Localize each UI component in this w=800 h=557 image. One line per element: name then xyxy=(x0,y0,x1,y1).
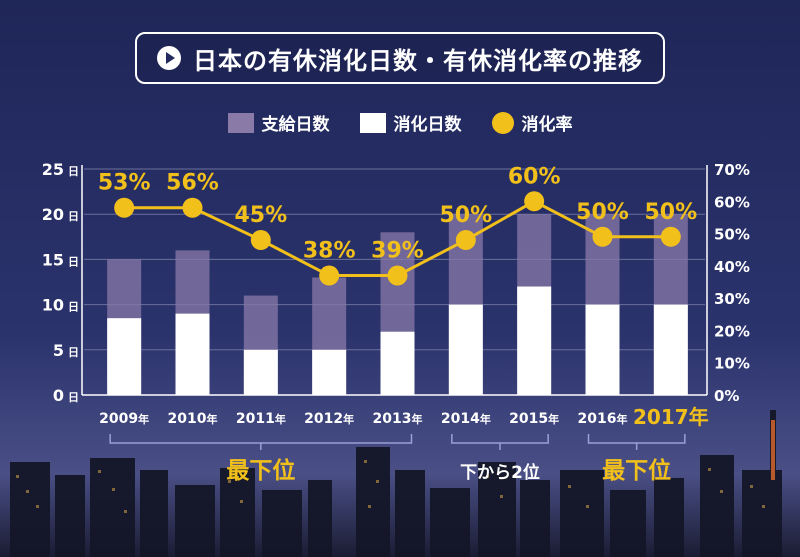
x-tick-label: 2016年 xyxy=(578,411,628,427)
rate-label: 39% xyxy=(371,239,424,264)
y-right-tick-label: 20% xyxy=(714,322,750,340)
y-left-tick-unit: 日 xyxy=(68,346,79,359)
y-left-tick-unit: 日 xyxy=(68,301,79,314)
x-tick-label: 2017年 xyxy=(633,405,709,429)
legend-swatch-used xyxy=(359,112,386,133)
bar-used xyxy=(107,318,142,395)
y-right-tick-label: 50% xyxy=(714,226,750,244)
y-right-tick-label: 0% xyxy=(714,387,739,405)
group-label: 下から2位 xyxy=(460,462,540,483)
group-bracket xyxy=(109,434,413,450)
y-left-tick-unit: 日 xyxy=(68,255,79,268)
bar-used xyxy=(380,331,415,395)
legend-swatch-rate xyxy=(491,111,514,134)
legend-label-granted: 支給日数 xyxy=(261,115,330,135)
y-left-tick-unit: 日 xyxy=(68,391,79,404)
y-left-tick-label: 20 xyxy=(42,205,64,224)
rate-label: 53% xyxy=(98,171,151,196)
rate-label: 56% xyxy=(166,171,219,196)
rate-point xyxy=(524,191,545,212)
x-tick-label: 2011年 xyxy=(236,411,286,427)
rate-point xyxy=(319,265,340,286)
bar-used xyxy=(175,313,210,395)
y-left-tick-label: 5 xyxy=(53,341,64,360)
legend-label-rate: 消化率 xyxy=(521,115,573,135)
y-right-tick-label: 60% xyxy=(714,193,750,211)
x-tick-label: 2012年 xyxy=(304,411,354,427)
legend-item-granted: 支給日数 xyxy=(227,110,330,135)
y-right-tick-label: 30% xyxy=(714,290,750,308)
bar-used xyxy=(585,304,620,395)
legend-swatch-granted xyxy=(227,112,254,133)
x-tick-label: 2009年 xyxy=(99,411,149,427)
y-left-tick-label: 15 xyxy=(42,250,64,269)
y-right-tick-label: 10% xyxy=(714,355,750,373)
legend: 支給日数 消化日数 消化率 xyxy=(0,110,800,135)
play-icon xyxy=(157,46,181,70)
y-right-tick-label: 40% xyxy=(714,258,750,276)
legend-item-rate: 消化率 xyxy=(491,110,573,135)
rate-point xyxy=(660,226,681,247)
y-left-tick-unit: 日 xyxy=(68,210,79,223)
y-left-tick-unit: 日 xyxy=(68,165,79,178)
bar-used xyxy=(653,304,688,395)
rate-point xyxy=(387,265,408,286)
group-label: 最下位 xyxy=(226,457,295,484)
rate-point xyxy=(114,197,135,218)
group-label: 最下位 xyxy=(602,457,671,484)
chart-title: 日本の有休消化日数・有休消化率の推移 xyxy=(193,46,643,75)
rate-point xyxy=(592,226,613,247)
x-tick-label: 2014年 xyxy=(441,411,491,427)
bar-used xyxy=(517,286,552,395)
rate-label: 45% xyxy=(234,203,287,228)
rate-point xyxy=(182,197,203,218)
bar-used xyxy=(312,349,347,395)
group-bracket xyxy=(587,434,686,450)
legend-item-used: 消化日数 xyxy=(359,110,462,135)
bar-used xyxy=(243,349,278,395)
y-left-tick-label: 25 xyxy=(42,160,64,179)
x-tick-label: 2010年 xyxy=(168,411,218,427)
y-left-tick-label: 10 xyxy=(42,296,64,315)
x-tick-label: 2013年 xyxy=(373,411,423,427)
rate-point xyxy=(250,230,271,251)
rate-label: 50% xyxy=(644,200,697,225)
legend-label-used: 消化日数 xyxy=(393,115,462,135)
y-left-tick-label: 0 xyxy=(53,386,64,405)
x-tick-label: 2015年 xyxy=(509,411,559,427)
rate-label: 38% xyxy=(303,239,356,264)
y-right-tick-label: 70% xyxy=(714,161,750,179)
bar-used xyxy=(448,304,483,395)
rate-label: 60% xyxy=(508,164,561,189)
rate-label: 50% xyxy=(576,200,629,225)
group-bracket xyxy=(451,434,549,450)
title-box: 日本の有休消化日数・有休消化率の推移 xyxy=(135,32,665,84)
rate-point xyxy=(455,230,476,251)
rate-label: 50% xyxy=(439,203,492,228)
